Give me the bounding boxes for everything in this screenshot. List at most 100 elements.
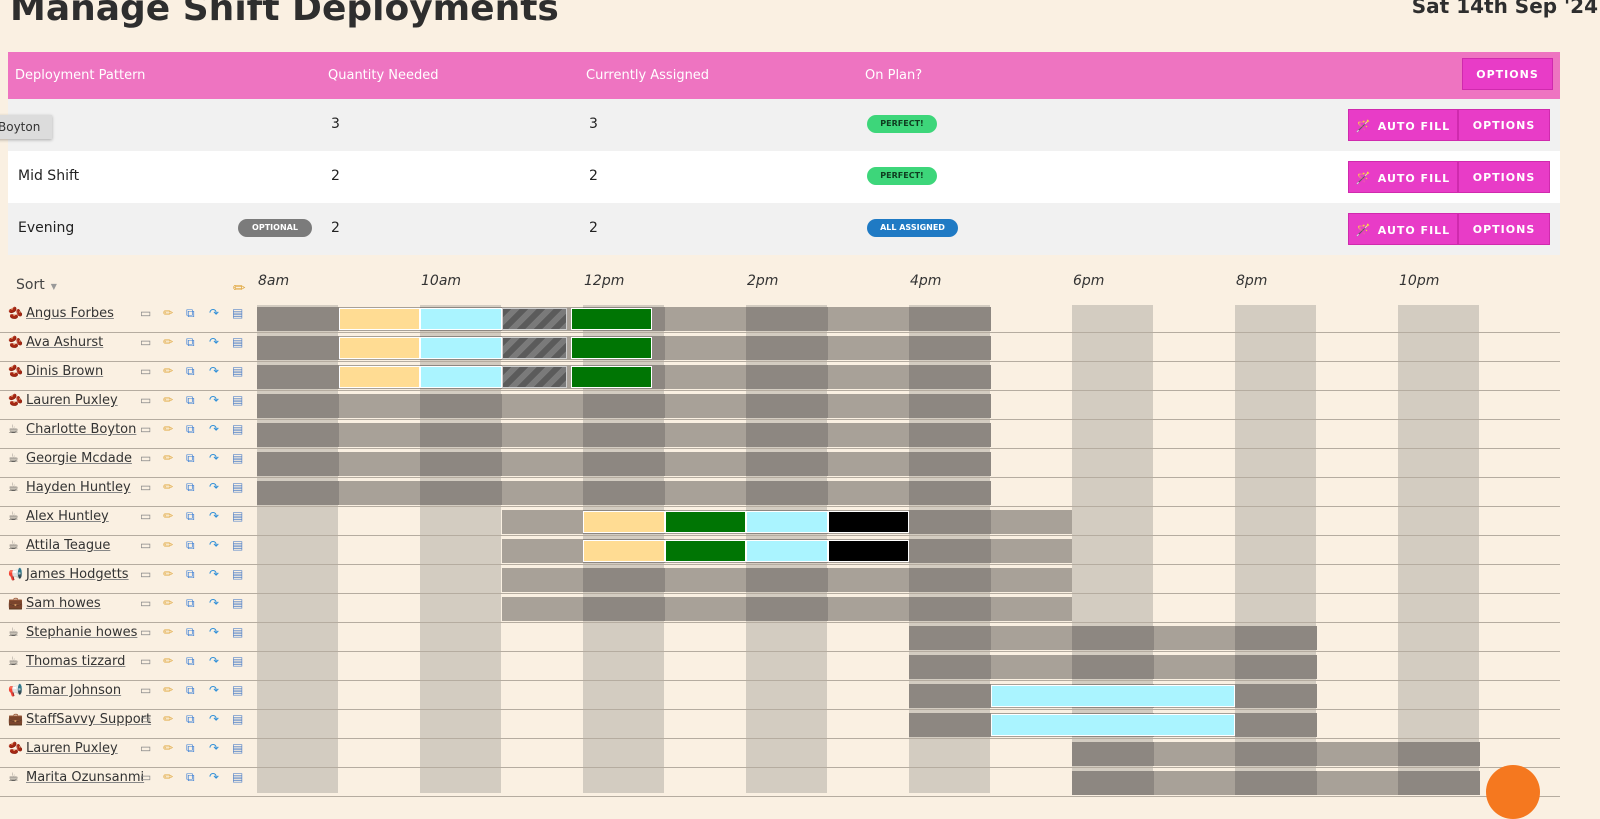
shift-bar[interactable] (665, 423, 746, 447)
shift-bar[interactable] (257, 336, 339, 360)
copy-icon[interactable]: ⧉ (186, 683, 195, 697)
staff-name[interactable]: 💼 StaffSavvy Support (8, 712, 151, 727)
task-block[interactable] (502, 308, 567, 330)
swap-icon[interactable]: ↷ (209, 393, 220, 407)
shift-bar[interactable] (665, 481, 746, 505)
shift-bar[interactable] (339, 423, 420, 447)
auto-fill-button[interactable]: 🪄 AUTO FILL (1348, 161, 1458, 193)
swap-icon[interactable]: ↷ (209, 451, 220, 465)
staff-name[interactable]: 🫘 Lauren Puxley (8, 393, 118, 408)
shift-bar[interactable] (746, 394, 828, 418)
swap-icon[interactable]: ↷ (209, 335, 220, 349)
pencil-icon[interactable]: ✏ (163, 538, 174, 552)
task-block[interactable] (420, 337, 502, 359)
shift-bar[interactable] (257, 394, 339, 418)
copy-icon[interactable]: ⧉ (186, 538, 195, 552)
pencil-icon[interactable]: ✏ (163, 712, 174, 726)
task-block[interactable] (339, 366, 420, 388)
swap-icon[interactable]: ↷ (209, 538, 220, 552)
pencil-icon[interactable]: ✏ (163, 335, 174, 349)
staff-name[interactable]: ☕ Charlotte Boyton (8, 422, 136, 437)
assign-icon[interactable]: ▤ (232, 625, 244, 639)
staff-name[interactable]: ☕ Georgie Mcdade (8, 451, 132, 466)
note-icon[interactable]: ▭ (140, 741, 152, 755)
pencil-icon[interactable]: ✏ (163, 567, 174, 581)
staff-name[interactable]: ☕ Marita Ozunsanmi (8, 770, 144, 785)
shift-bar[interactable] (420, 481, 502, 505)
shift-bar[interactable] (746, 365, 828, 389)
shift-bar[interactable] (257, 452, 339, 476)
swap-icon[interactable]: ↷ (209, 741, 220, 755)
shift-bar[interactable] (909, 597, 991, 621)
assign-icon[interactable]: ▤ (232, 654, 244, 668)
shift-bar[interactable] (1154, 742, 1235, 766)
note-icon[interactable]: ▭ (140, 480, 152, 494)
shift-bar[interactable] (502, 394, 583, 418)
shift-bar[interactable] (420, 423, 502, 447)
note-icon[interactable]: ▭ (140, 451, 152, 465)
staff-name[interactable]: 🫘 Dinis Brown (8, 364, 103, 379)
swap-icon[interactable]: ↷ (209, 480, 220, 494)
copy-icon[interactable]: ⧉ (186, 596, 195, 610)
task-block[interactable] (420, 308, 502, 330)
shift-bar[interactable] (909, 713, 991, 737)
assign-icon[interactable]: ▤ (232, 596, 244, 610)
options-button[interactable]: OPTIONS (1458, 213, 1550, 245)
shift-bar[interactable] (583, 423, 665, 447)
note-icon[interactable]: ▭ (140, 770, 152, 784)
shift-bar[interactable] (502, 510, 583, 534)
shift-bar[interactable] (665, 597, 746, 621)
pencil-icon[interactable]: ✏ (163, 625, 174, 639)
staff-name[interactable]: 🫘 Ava Ashurst (8, 335, 103, 350)
shift-bar[interactable] (1235, 771, 1317, 795)
swap-icon[interactable]: ↷ (209, 770, 220, 784)
shift-bar[interactable] (991, 539, 1072, 563)
shift-bar[interactable] (1072, 626, 1154, 650)
staff-name[interactable]: 🫘 Lauren Puxley (8, 741, 118, 756)
shift-bar[interactable] (746, 307, 828, 331)
options-button[interactable]: OPTIONS (1458, 109, 1550, 141)
shift-bar[interactable] (828, 365, 909, 389)
shift-bar[interactable] (1235, 655, 1317, 679)
chat-launcher-button[interactable] (1486, 765, 1540, 819)
shift-bar[interactable] (909, 394, 991, 418)
shift-bar[interactable] (991, 510, 1072, 534)
staff-name[interactable]: ☕ Stephanie howes (8, 625, 137, 640)
shift-bar[interactable] (1072, 771, 1154, 795)
shift-bar[interactable] (502, 423, 583, 447)
shift-bar[interactable] (991, 597, 1072, 621)
shift-bar[interactable] (1154, 655, 1235, 679)
shift-bar[interactable] (1317, 742, 1398, 766)
auto-fill-button[interactable]: 🪄 AUTO FILL (1348, 213, 1458, 245)
shift-bar[interactable] (665, 307, 746, 331)
shift-bar[interactable] (909, 452, 991, 476)
assign-icon[interactable]: ▤ (232, 741, 244, 755)
copy-icon[interactable]: ⧉ (186, 712, 195, 726)
note-icon[interactable]: ▭ (140, 683, 152, 697)
swap-icon[interactable]: ↷ (209, 683, 220, 697)
shift-bar[interactable] (665, 394, 746, 418)
assign-icon[interactable]: ▤ (232, 480, 244, 494)
assign-icon[interactable]: ▤ (232, 335, 244, 349)
shift-bar[interactable] (1072, 655, 1154, 679)
shift-bar[interactable] (339, 452, 420, 476)
note-icon[interactable]: ▭ (140, 393, 152, 407)
options-button[interactable]: OPTIONS (1458, 161, 1550, 193)
swap-icon[interactable]: ↷ (209, 364, 220, 378)
shift-bar[interactable] (909, 626, 991, 650)
shift-bar[interactable] (1072, 742, 1154, 766)
copy-icon[interactable]: ⧉ (186, 306, 195, 320)
shift-bar[interactable] (909, 684, 991, 708)
pencil-icon[interactable]: ✏ (163, 364, 174, 378)
note-icon[interactable]: ▭ (140, 364, 152, 378)
pencil-icon[interactable]: ✏ (163, 596, 174, 610)
copy-icon[interactable]: ⧉ (186, 654, 195, 668)
shift-bar[interactable] (1235, 684, 1317, 708)
assign-icon[interactable]: ▤ (232, 306, 244, 320)
shift-bar[interactable] (665, 365, 746, 389)
copy-icon[interactable]: ⧉ (186, 422, 195, 436)
shift-bar[interactable] (991, 655, 1072, 679)
task-block[interactable] (571, 366, 652, 388)
shift-bar[interactable] (583, 452, 665, 476)
pencil-icon[interactable]: ✏ (163, 683, 174, 697)
